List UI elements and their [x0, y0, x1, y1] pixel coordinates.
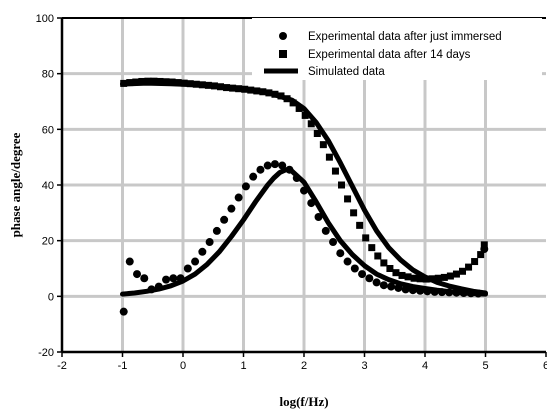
data-point-just-immersed [263, 161, 272, 170]
data-point-14-days [480, 241, 488, 249]
data-point-14-days [465, 263, 473, 271]
y-tick-label: 40 [42, 180, 54, 192]
data-point-just-immersed [140, 274, 149, 283]
data-point-just-immersed [241, 182, 250, 191]
data-point-just-immersed [183, 264, 192, 273]
plot-area [119, 77, 489, 316]
x-tick-label: 0 [180, 360, 186, 372]
data-point-14-days [301, 111, 309, 119]
x-tick-label: 1 [240, 360, 246, 372]
data-point-just-immersed [379, 281, 388, 290]
tick-labels: -2 -1 0 1 2 3 4 5 6 -20 0 20 40 60 80 100 [36, 13, 547, 372]
data-point-just-immersed [336, 249, 345, 258]
data-point-14-days [338, 181, 346, 189]
data-point-14-days [350, 209, 358, 217]
data-point-just-immersed [169, 274, 178, 283]
x-tick-label: 2 [301, 360, 307, 372]
x-tick-label: 6 [543, 360, 547, 372]
data-point-14-days [477, 251, 485, 259]
data-point-just-immersed [256, 165, 265, 174]
data-point-14-days [325, 153, 333, 161]
legend-marker-square [279, 50, 287, 58]
data-point-just-immersed [387, 282, 396, 291]
data-point-14-days [440, 273, 448, 281]
x-axis-title: log(f/Hz) [279, 394, 328, 409]
y-axis-title: phase angle/degree [8, 132, 23, 237]
data-point-14-days [446, 272, 454, 280]
legend: Experimental data after just immersed Ex… [252, 18, 542, 80]
data-point-just-immersed [372, 278, 381, 287]
legend-label-just-immersed: Experimental data after just immersed [308, 31, 502, 43]
data-point-just-immersed [205, 238, 214, 247]
data-point-14-days [374, 252, 382, 260]
data-point-just-immersed [227, 204, 236, 213]
data-point-just-immersed [270, 160, 279, 169]
data-point-just-immersed [119, 307, 128, 316]
data-point-just-immersed [198, 247, 207, 256]
x-tick-label: 4 [422, 360, 428, 372]
y-tick-label: 80 [42, 69, 54, 81]
data-point-14-days [392, 269, 400, 277]
legend-marker-circle [279, 32, 287, 40]
data-point-just-immersed [125, 257, 134, 266]
data-point-14-days [434, 274, 442, 282]
simulated-line-3 [120, 80, 488, 296]
data-point-14-days [368, 244, 376, 252]
data-point-just-immersed [329, 238, 338, 247]
data-point-14-days [331, 167, 339, 175]
data-point-14-days [410, 274, 418, 282]
x-tick-label: -2 [57, 360, 67, 372]
data-point-just-immersed [350, 264, 359, 273]
data-point-just-immersed [191, 257, 200, 266]
data-point-14-days [398, 271, 406, 279]
data-point-just-immersed [343, 257, 352, 266]
legend-label-simulated: Simulated data [308, 66, 385, 78]
data-point-just-immersed [321, 226, 330, 235]
data-point-just-immersed [212, 226, 221, 235]
y-tick-label: -20 [38, 347, 54, 359]
data-point-just-immersed [249, 172, 258, 181]
data-point-14-days [380, 259, 388, 267]
x-tick-label: -1 [118, 360, 128, 372]
data-point-just-immersed [234, 193, 243, 202]
data-point-just-immersed [358, 270, 367, 279]
legend-box [252, 18, 542, 80]
data-point-14-days [452, 270, 460, 278]
simulated-line-2 [120, 167, 488, 297]
y-tick-label: 0 [48, 291, 54, 303]
data-point-14-days [459, 267, 467, 275]
data-point-14-days [319, 141, 327, 149]
data-point-14-days [362, 234, 370, 242]
x-tick-label: 5 [482, 360, 488, 372]
data-point-14-days [404, 273, 412, 281]
data-point-just-immersed [220, 215, 229, 224]
data-point-14-days [313, 130, 321, 138]
data-point-14-days [344, 195, 352, 203]
data-point-14-days [307, 120, 315, 128]
data-point-just-immersed [133, 270, 142, 279]
data-point-just-immersed [365, 274, 374, 283]
data-point-just-immersed [162, 275, 171, 284]
data-point-just-immersed [278, 161, 287, 170]
data-point-just-immersed [314, 213, 323, 222]
data-point-14-days [471, 258, 479, 266]
y-tick-label: 20 [42, 236, 54, 248]
data-point-14-days [386, 265, 394, 272]
data-point-14-days [295, 104, 303, 112]
x-tick-label: 3 [361, 360, 367, 372]
data-point-14-days [356, 221, 364, 229]
legend-label-14-days: Experimental data after 14 days [308, 49, 471, 61]
data-point-14-days [416, 275, 424, 283]
y-tick-label: 60 [42, 124, 54, 136]
y-tick-label: 100 [36, 13, 54, 25]
